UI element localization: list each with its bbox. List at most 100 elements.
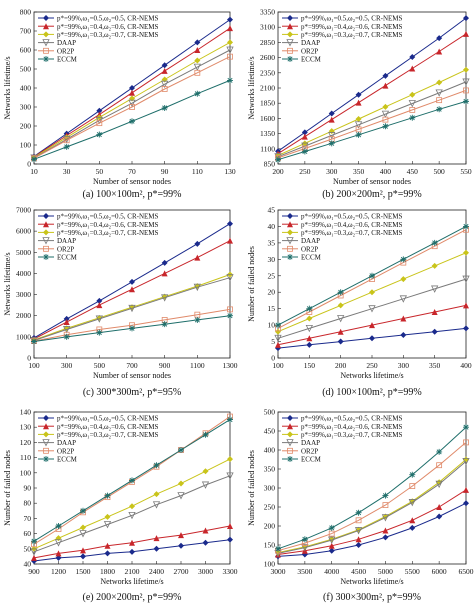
data-point [63, 333, 70, 340]
data-point [436, 504, 443, 510]
data-point [128, 304, 136, 313]
legend: p*=99%,ω₁=0.5,ω₂=0.5, CR-NEMSp*=99%,ω₁=0… [38, 15, 158, 64]
legend-marker [287, 254, 293, 260]
chart-caption: (f) 300×300m², p*=99% [323, 592, 421, 603]
series-2 [31, 523, 233, 561]
x-tick-label: 300 [326, 167, 338, 176]
data-point [431, 239, 438, 246]
legend-marker [287, 447, 293, 454]
y-tick-label: 0 [271, 354, 275, 363]
data-point [355, 542, 362, 548]
data-point [409, 91, 416, 98]
legend-marker [43, 47, 49, 54]
legend-marker [287, 229, 293, 236]
data-point [153, 491, 160, 498]
x-tick-label: 200 [335, 361, 347, 370]
series-6 [275, 424, 469, 552]
y-tick-label: 200 [20, 122, 32, 131]
legend-marker [43, 221, 49, 228]
y-tick-label: 800 [20, 8, 32, 17]
data-point [161, 104, 168, 111]
x-tick-label: 250 [299, 167, 311, 176]
legend-marker [286, 439, 294, 447]
x-tick-label: 700 [126, 361, 138, 370]
legend-label: ECCM [301, 56, 322, 64]
data-point [63, 319, 70, 326]
legend: p*=99%,ω₁=0.5,ω₂=0.5, CR-NEMSp*=99%,ω₁=0… [38, 213, 158, 262]
data-point [355, 517, 362, 524]
data-point [369, 289, 375, 296]
data-point [408, 100, 416, 108]
series-2 [275, 486, 469, 558]
data-point [129, 286, 135, 293]
data-point [202, 539, 209, 546]
data-point [409, 517, 416, 524]
x-axis-label: Number of sensor nodes [93, 177, 171, 186]
legend-marker [287, 245, 293, 252]
data-point [369, 322, 375, 329]
legend-label: OR2P [57, 47, 74, 55]
data-point [355, 116, 362, 123]
data-point [227, 306, 233, 313]
legend-label: p*=99%,ω₁=0.3,ω₂=0.7, CR-NEMS [301, 31, 402, 39]
x-tick-label: 300 [61, 361, 73, 370]
y-tick-label: 350 [264, 465, 276, 474]
y-tick-label: 450 [264, 427, 276, 436]
legend-marker [43, 15, 49, 21]
series-4 [30, 46, 234, 162]
series-line [33, 56, 231, 159]
data-point [328, 536, 336, 544]
data-point [161, 80, 169, 89]
y-axis-label: Number of failed nodes [247, 246, 256, 322]
x-tick-label: 3500 [297, 567, 312, 576]
data-point [129, 85, 135, 91]
y-tick-label: 6000 [16, 227, 31, 236]
data-point [96, 107, 103, 114]
chart-a: 10 30 50 70 90 110 130 0 100 200 300 400 500 600 700 80… [3, 8, 236, 201]
x-tick-label: 500 [94, 361, 106, 370]
data-point [306, 341, 313, 348]
legend-label: OR2P [57, 447, 74, 455]
series-line [277, 489, 467, 555]
legend-label: DAAP [57, 39, 76, 47]
data-point [153, 462, 160, 469]
y-tick-label: 15 [268, 304, 276, 313]
y-tick-label: 3350 [260, 8, 275, 17]
y-tick-label: 200 [264, 522, 276, 531]
data-point [431, 328, 438, 335]
series-line [277, 426, 467, 550]
legend-label: DAAP [301, 39, 320, 47]
y-axis-label: Networks lifetime/s [3, 56, 12, 119]
data-point [161, 321, 168, 328]
data-point [227, 77, 233, 84]
data-point [369, 272, 375, 279]
series-4 [274, 78, 470, 161]
x-tick-label: 130 [224, 167, 236, 176]
data-point [80, 524, 86, 531]
x-tick-label: 4000 [324, 567, 339, 576]
legend-label: p*=99%,ω₁=0.5,ω₂=0.5, CR-NEMS [301, 15, 402, 23]
x-axis-label: Networks lifetime/s [340, 371, 403, 380]
data-point [409, 114, 416, 121]
data-point [463, 500, 469, 507]
y-tick-label: 1350 [260, 129, 275, 138]
data-point [227, 456, 233, 463]
x-tick-label: 5500 [405, 567, 420, 576]
data-point [193, 63, 201, 71]
data-point [31, 156, 37, 163]
data-point [431, 262, 438, 269]
data-point [337, 315, 345, 323]
legend-label: DAAP [57, 237, 76, 245]
data-point [463, 302, 469, 309]
data-point [226, 472, 234, 480]
x-tick-label: 3000 [198, 567, 213, 576]
data-point [128, 511, 136, 520]
data-point [400, 331, 407, 338]
x-tick-label: 1300 [223, 361, 238, 370]
data-point [178, 542, 184, 549]
legend-label: ECCM [301, 456, 322, 464]
x-axis-label: Networks lifetime/s [340, 577, 403, 586]
data-point [178, 447, 184, 453]
series-2 [275, 302, 469, 348]
data-point [463, 98, 469, 105]
